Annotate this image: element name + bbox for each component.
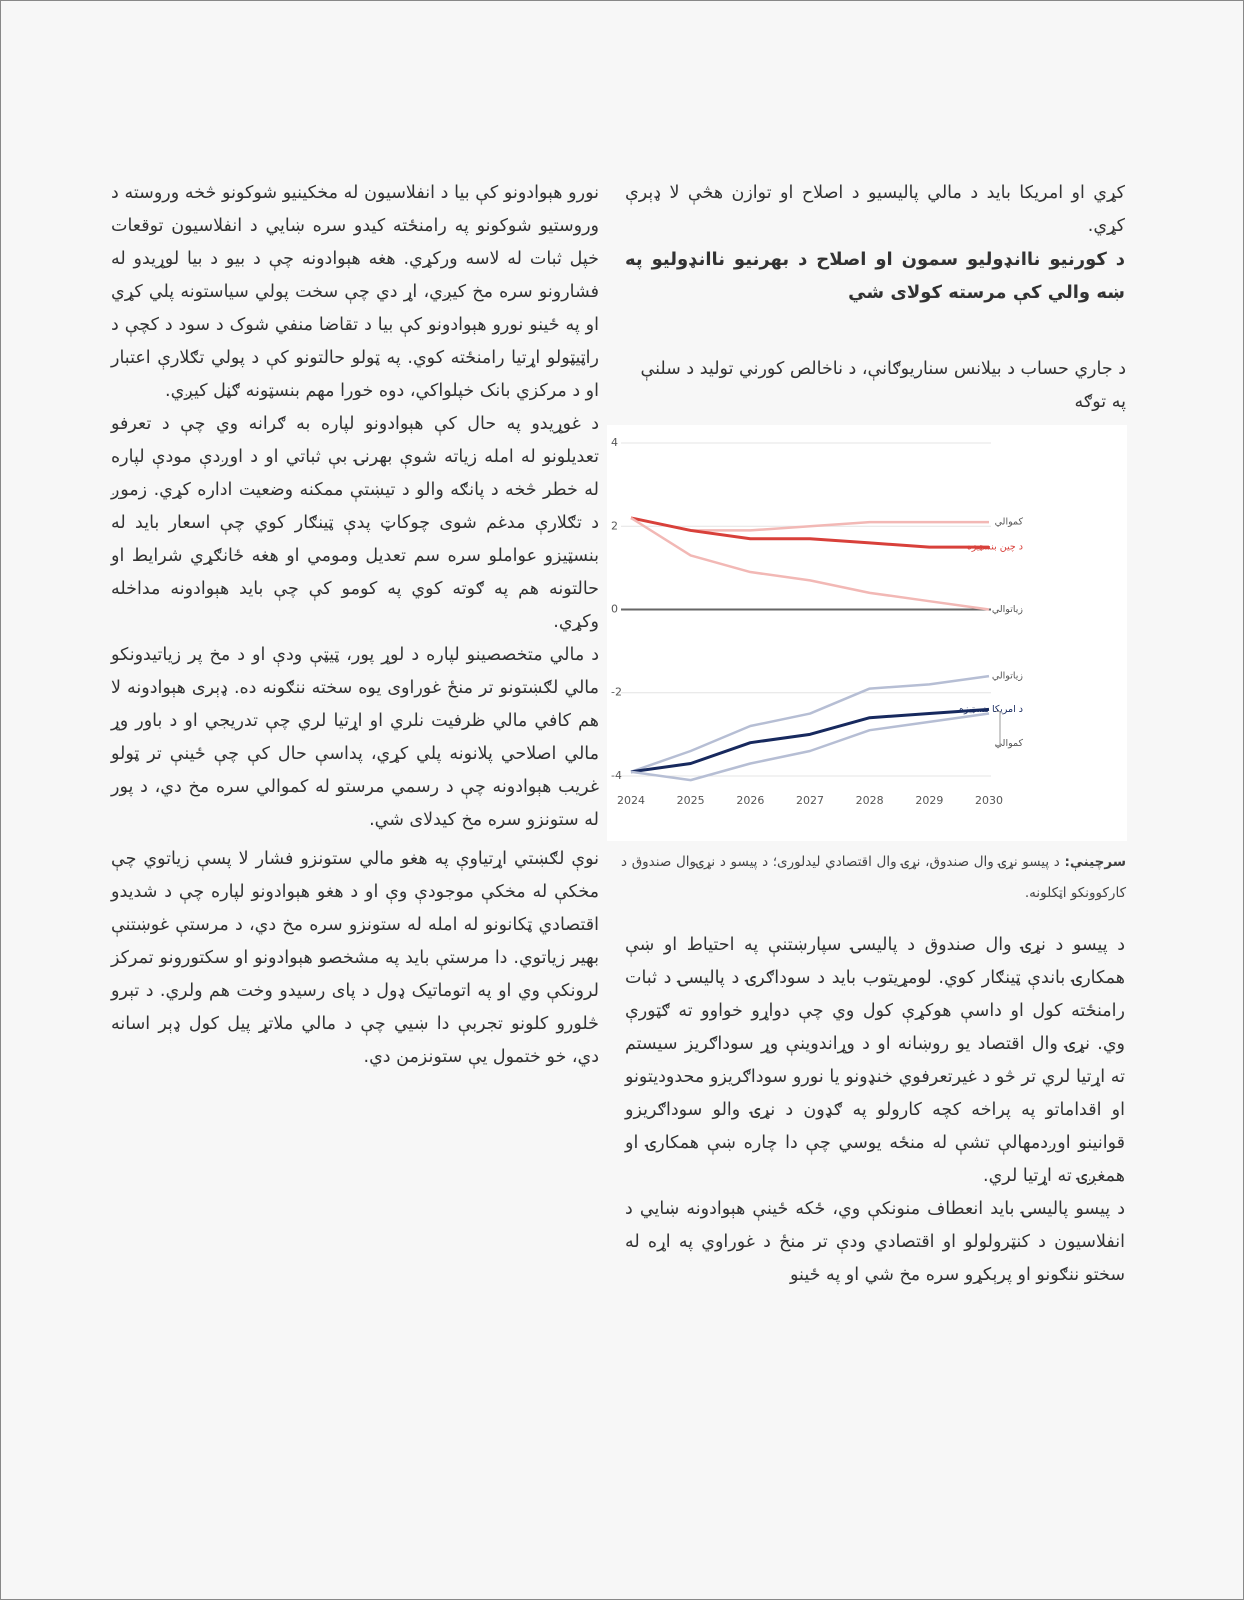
y-tick-label: -2 xyxy=(611,686,622,699)
paragraph: د غوړیدو په حال کې هېوادونو لپاره به ګرا… xyxy=(111,414,599,632)
series-line xyxy=(630,674,990,773)
x-tick-label: 2026 xyxy=(736,794,764,807)
source-text: د پیسو نړۍ وال صندوق، نړۍ وال اقتصادي لی… xyxy=(621,854,1126,901)
bracket xyxy=(996,710,1001,746)
series-label: د امریکا بنسټيزه xyxy=(959,704,1023,715)
x-tick-label: 2027 xyxy=(796,794,824,807)
chart: -4 -2 0 2 4 2024 2025 2026 2027 2028 2029 2030 كموال… xyxy=(607,425,1127,841)
chart-title: د جاري حساب د بیلانس سناریوګانې، د ناخال… xyxy=(640,359,1126,412)
series-label: كموالي xyxy=(995,517,1024,528)
y-tick-label: -4 xyxy=(611,769,622,782)
series-line xyxy=(630,516,990,611)
right-column-top: کړي او امریکا باید د مالي پالیسیو د اصلا… xyxy=(625,177,1125,309)
x-tick-label: 2025 xyxy=(677,794,705,807)
paragraph: د پیسو پالیسۍ باید انعطاف منونکې وي، ځکه… xyxy=(625,1199,1125,1285)
chart-svg: -4 -2 0 2 4 2024 2025 2026 2027 2028 2029 2030 كموال… xyxy=(607,425,1127,841)
x-tick-label: 2030 xyxy=(975,794,1003,807)
source: سرچینې: د پیسو نړۍ وال صندوق، نړۍ وال اق… xyxy=(621,847,1126,909)
right-column-bottom: د پیسو د نړۍ وال صندوق د پالیسۍ سپارښتنې… xyxy=(625,929,1125,1292)
x-tick-label: 2029 xyxy=(915,794,943,807)
heading: د کورنیو ناانډولیو سمون او اصلاح د بهرنی… xyxy=(625,249,1125,303)
series-label: كموالي xyxy=(995,738,1024,749)
series-label: د چين بنسټيزه xyxy=(967,542,1023,553)
paragraph: کړي او امریکا باید د مالي پالیسیو د اصلا… xyxy=(625,183,1125,236)
chart-background xyxy=(607,425,1127,841)
y-tick-label: 0 xyxy=(611,603,618,616)
series-label: زياتوالي xyxy=(992,604,1024,615)
series-line xyxy=(630,516,989,549)
y-tick-label: 2 xyxy=(611,519,618,532)
series-line xyxy=(630,712,990,782)
source-label: سرچینې: xyxy=(1064,854,1126,870)
series-line xyxy=(630,707,990,774)
paragraph: نوې لګښتي اړتیاوې په هغو مالي ستونزو فشا… xyxy=(111,849,599,1067)
paragraph: د پیسو د نړۍ وال صندوق د پالیسۍ سپارښتنې… xyxy=(625,935,1125,1186)
paragraph: نورو هېوادونو کې بیا د انفلاسیون له مخکی… xyxy=(111,183,599,401)
paragraph: د مالي متخصصینو لپاره د لوړ پور، ټیټې ود… xyxy=(111,645,599,830)
left-column: نورو هېوادونو کې بیا د انفلاسیون له مخکی… xyxy=(111,177,599,1074)
x-tick-label: 2024 xyxy=(617,794,645,807)
series-label: زياتوالي xyxy=(992,671,1024,682)
x-tick-label: 2028 xyxy=(856,794,884,807)
y-tick-label: 4 xyxy=(611,436,618,449)
